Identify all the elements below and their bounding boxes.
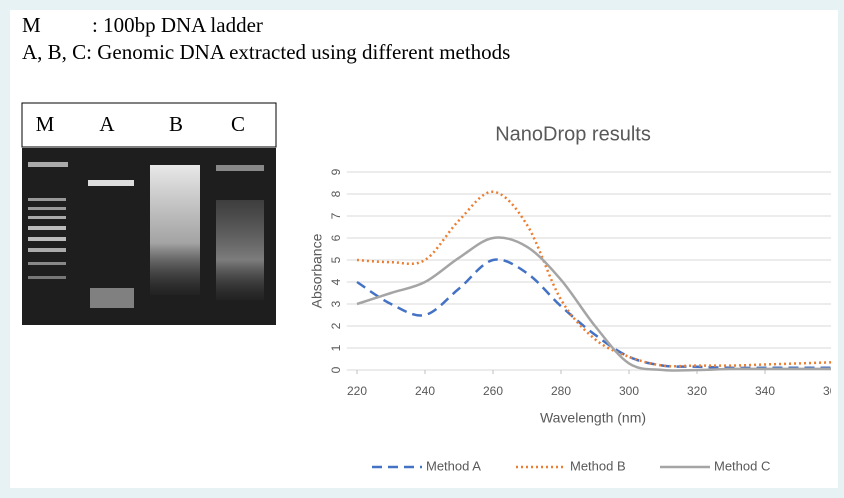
x-tick-label: 320 — [687, 384, 707, 398]
y-tick-label: 2 — [329, 322, 343, 329]
data-line — [356, 258, 831, 370]
y-tick-label: 1 — [329, 344, 343, 351]
lane-label: M — [36, 112, 55, 136]
y-axis-title: Absorbance — [309, 233, 325, 308]
lane-label: B — [169, 112, 183, 136]
x-tick-label: 340 — [755, 384, 775, 398]
lane-label: C — [231, 112, 245, 136]
y-tick-label: 8 — [329, 190, 343, 197]
data-line — [356, 190, 831, 368]
y-tick-label: 7 — [329, 212, 343, 219]
y-tick-label: 6 — [329, 234, 343, 241]
caption-text: : 100bp DNA ladder — [92, 13, 263, 37]
chart-title: NanoDrop results — [495, 123, 651, 145]
x-tick-label: 220 — [347, 384, 367, 398]
x-tick-label: 280 — [551, 384, 571, 398]
y-tick-label: 4 — [329, 278, 343, 285]
x-tick-label: 360 — [823, 384, 831, 398]
data-line — [356, 236, 831, 372]
x-tick-label: 240 — [415, 384, 435, 398]
legend-label: Method A — [426, 458, 481, 473]
caption-key: M — [22, 13, 41, 37]
x-tick-label: 260 — [483, 384, 503, 398]
y-tick-label: 9 — [329, 168, 343, 175]
y-tick-label: 5 — [329, 256, 343, 263]
lane-label: A — [99, 112, 115, 136]
legend-label: Method B — [570, 458, 626, 473]
y-tick-label: 3 — [329, 300, 343, 307]
caption-text: A, B, C: Genomic DNA extracted using dif… — [22, 40, 510, 64]
x-axis-title: Wavelength (nm) — [540, 410, 646, 426]
legend-label: Method C — [714, 458, 770, 473]
y-tick-label: 0 — [329, 366, 343, 373]
lane-label-box — [21, 102, 277, 148]
gel-bands — [28, 162, 264, 308]
x-tick-label: 300 — [619, 384, 639, 398]
